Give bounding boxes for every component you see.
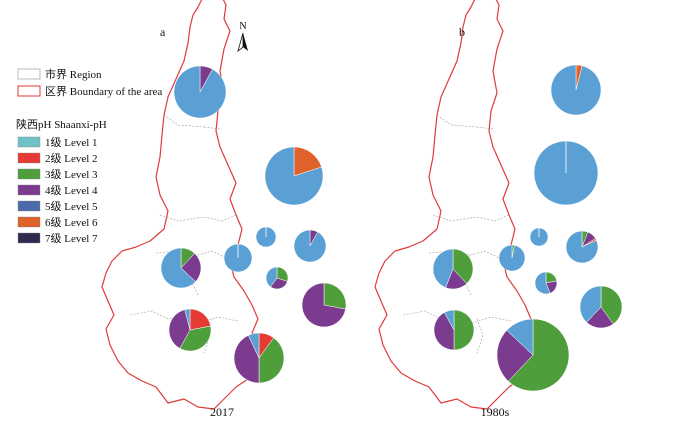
pie-slice-level-main	[160, 247, 196, 289]
pie-xian	[534, 271, 558, 295]
legend-level-label: 6级 Level 6	[45, 216, 98, 229]
pie-slice-level-6	[293, 146, 322, 177]
pie-slice-level-3	[179, 325, 212, 352]
legend-swatch	[17, 184, 41, 196]
pie-yanan	[264, 146, 324, 206]
pie-xianyang	[223, 243, 253, 273]
pie-yanan	[533, 140, 599, 206]
pie-slice-level-main	[293, 229, 327, 263]
boundary-swatch	[17, 85, 41, 97]
legend-level-label: 1级 Level 1	[45, 136, 98, 149]
legend-swatch	[17, 136, 41, 148]
north-label: N	[239, 21, 246, 32]
pie-ankang	[496, 318, 570, 392]
region-swatch	[17, 68, 41, 80]
pie-slice-level-4	[433, 312, 455, 351]
legend-level-label: 7级 Level 7	[45, 232, 98, 245]
pie-slice-level-4	[180, 253, 202, 283]
pie-hanzhong	[433, 309, 475, 351]
legend-swatch	[17, 232, 41, 244]
pie-slice-level-4	[168, 309, 191, 349]
panel-2017: a 2017	[101, 0, 347, 419]
legend-level-label: 4级 Level 4	[45, 184, 98, 197]
pie-slice-level-3	[453, 309, 475, 351]
pie-slice-level-main	[534, 271, 551, 295]
pie-slice-level-main	[173, 65, 227, 119]
pie-group	[432, 64, 623, 392]
pie-yulin	[173, 65, 227, 119]
pie-ankang	[233, 332, 285, 384]
legend: 市界 Region 区界 Boundary of the area 陕西pH S…	[16, 67, 162, 245]
pie-baoji	[432, 248, 474, 290]
pie-slice-level-main	[264, 146, 324, 206]
pie-slice-level-main	[579, 285, 602, 323]
pie-group	[160, 65, 347, 384]
pie-slice-level-4	[496, 330, 534, 382]
pie-tongchuan	[255, 226, 277, 248]
pie-slice-level-main	[184, 308, 191, 331]
panel-label: b	[459, 25, 465, 39]
pie-slice-level-3	[508, 318, 570, 392]
legend-level-label: 3级 Level 3	[45, 168, 98, 181]
pie-xian	[265, 266, 289, 290]
legend-levels: 1级 Level 1 2级 Level 2 3级 Level 3 4级 Level 4…	[17, 136, 98, 245]
pie-hanzhong	[168, 308, 212, 352]
pie-slice-level-main	[550, 64, 602, 116]
legend-swatch	[17, 216, 41, 228]
pie-weinan	[565, 230, 599, 264]
pie-slice-level-3	[323, 282, 347, 310]
pie-slice-level-main	[565, 230, 599, 264]
pie-xianyang	[498, 244, 526, 272]
pie-yulin	[550, 64, 602, 116]
pie-slice-level-4	[233, 335, 260, 384]
pie-slice-level-main	[432, 248, 454, 288]
pie-slice-level-main	[265, 266, 278, 288]
legend-swatch	[17, 200, 41, 212]
pie-slice-level-3	[452, 248, 474, 284]
legend-swatch	[17, 152, 41, 164]
legend-level-label: 5级 Level 5	[45, 200, 98, 213]
pie-slice-level-main	[248, 332, 260, 359]
legend-level-label: 2级 Level 2	[45, 152, 98, 165]
pie-slice-level-main	[506, 318, 534, 356]
pie-shangluo	[301, 282, 347, 328]
pie-slice-level-4	[301, 282, 346, 328]
boundary-label: 区界 Boundary of the area	[45, 85, 162, 98]
legend-swatch	[17, 168, 41, 180]
legend-title: 陕西pH Shaanxi-pH	[16, 117, 107, 131]
pie-baoji	[160, 247, 202, 289]
panel-caption: 2017	[210, 405, 234, 419]
panel-caption: 1980s	[481, 405, 510, 419]
pie-slice-level-main	[444, 309, 455, 331]
panel-label: a	[160, 25, 166, 39]
pie-slice-level-main	[498, 244, 526, 272]
pie-weinan	[293, 229, 327, 263]
pie-slice-level-3	[258, 337, 285, 384]
pie-slice-level-3	[600, 285, 623, 325]
panel-1980s: b 1980s	[374, 0, 623, 419]
region-label: 市界 Region	[45, 67, 102, 81]
north-arrow-icon: N	[237, 21, 248, 53]
pie-shangluo	[579, 285, 623, 329]
pie-tongchuan	[529, 227, 549, 247]
